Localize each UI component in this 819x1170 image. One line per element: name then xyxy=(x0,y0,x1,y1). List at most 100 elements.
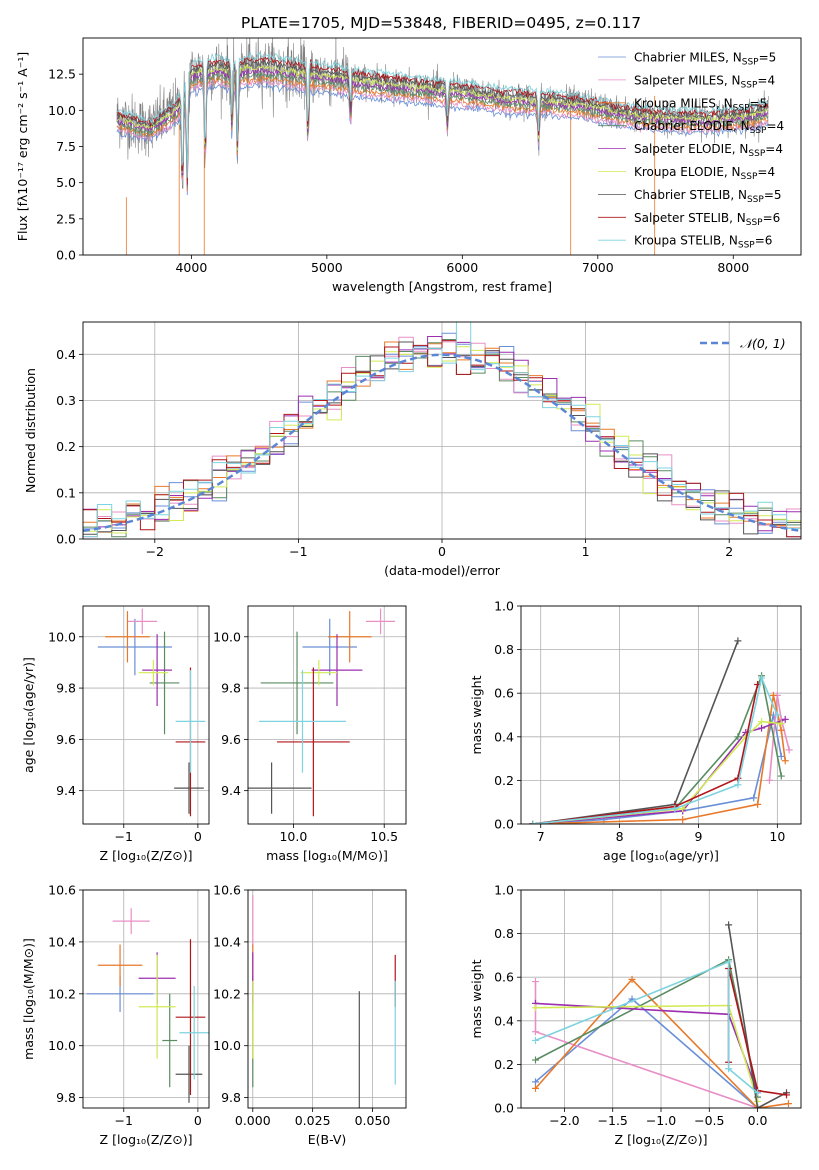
figure-title: PLATE=1705, MJD=53848, FIBERID=0495, z=0… xyxy=(241,14,641,32)
mass-weight-marker xyxy=(765,776,773,784)
legend-label-n: =4 xyxy=(757,165,775,179)
legend-label-text: Salpeter MILES, N xyxy=(634,73,741,87)
y-tick-label: 10.0 xyxy=(48,1038,76,1053)
legend-label-n: =6 xyxy=(763,211,781,225)
mass-weight-marker xyxy=(773,711,781,719)
y-tick-label: 0.1 xyxy=(56,485,76,500)
model-spectrum xyxy=(116,67,769,186)
legend-label-n: =5 xyxy=(759,51,777,65)
y-tick-label: 10.4 xyxy=(48,934,76,949)
y-axis-label: age [log₁₀(age/yr)] xyxy=(21,657,36,773)
legend-label-text: Chabrier ELODIE, N xyxy=(634,119,750,133)
mass-weight-marker xyxy=(784,1100,792,1108)
y-tick-label: 0.4 xyxy=(494,729,514,744)
y-tick-label: 9.4 xyxy=(56,783,76,798)
plot-area xyxy=(529,637,793,824)
model-spectrum xyxy=(116,50,769,178)
legend-label: Kroupa STELIB, NSSP=6 xyxy=(634,234,772,251)
legend-label: Kroupa ELODIE, NSSP=4 xyxy=(634,165,775,182)
mass-weight-marker xyxy=(734,637,742,645)
mass-weight-marker xyxy=(531,1036,539,1044)
x-tick-label: 5000 xyxy=(311,260,343,275)
gaussian-curve xyxy=(83,353,801,533)
y-tick-label: 0.0 xyxy=(494,817,514,832)
legend-label-text: Kroupa STELIB, N xyxy=(634,234,738,248)
x-tick-label: 8000 xyxy=(717,260,749,275)
y-tick-label: 1.0 xyxy=(494,883,514,898)
x-tick-label: 0.000 xyxy=(235,1113,271,1128)
x-axis-label: wavelength [Angstrom, rest frame] xyxy=(332,279,552,294)
mass-weight-marker xyxy=(531,1028,539,1036)
histogram-step xyxy=(83,322,801,538)
plot-area xyxy=(248,608,396,817)
mass-weight-series xyxy=(532,695,786,824)
mass-weight-marker xyxy=(777,772,785,780)
y-tick-label: 0.8 xyxy=(494,926,514,941)
mass-weight-marker xyxy=(725,1065,733,1073)
legend-label-n: =5 xyxy=(750,96,768,110)
legend-label: Salpeter STELIB, NSSP=6 xyxy=(634,211,780,228)
mass-weight-marker xyxy=(783,1091,791,1099)
mass-weight-marker xyxy=(531,1004,539,1012)
plot-area xyxy=(86,908,209,1103)
model-spectrum xyxy=(116,74,769,192)
legend-label: Salpeter ELODIE, NSSP=4 xyxy=(634,142,783,159)
x-tick-label: −1.5 xyxy=(598,1113,628,1128)
x-tick-label: 0 xyxy=(194,829,202,844)
legend-label-text: Kroupa MILES, N xyxy=(634,96,733,110)
y-axis-label: mass [log₁₀(M/M⊙)] xyxy=(21,938,36,1060)
legend-label: Salpeter MILES, NSSP=4 xyxy=(634,73,775,90)
x-tick-label: −0.5 xyxy=(694,1113,724,1128)
model-spectrum xyxy=(116,78,769,192)
axes-frame xyxy=(82,889,210,1109)
mass-weight-marker xyxy=(777,726,785,734)
x-axis-label: age [log₁₀(age/yr)] xyxy=(603,848,719,863)
mass-weight-marker xyxy=(750,794,758,802)
mass-weight-marker xyxy=(671,805,679,813)
spectrum-panel: 4000 5000 6000 7000 8000 0.0 2.5 5.0 7.5 10.0 12.5… xyxy=(15,37,802,294)
grid xyxy=(248,606,406,824)
x-tick-label: 0.025 xyxy=(295,1113,331,1128)
legend-label-text: Kroupa ELODIE, N xyxy=(634,165,741,179)
x-tick-label: −1 xyxy=(115,1113,133,1128)
x-axis-label: mass [log₁₀(M/M⊙)] xyxy=(266,848,388,863)
y-tick-label: 9.8 xyxy=(221,681,241,696)
mass-weight-marker xyxy=(531,1078,539,1086)
legend-label-n: =5 xyxy=(764,188,782,202)
x-axis-label: E(B-V) xyxy=(308,1132,347,1147)
x-tick-label: 0 xyxy=(194,1113,202,1128)
mass-weight-series xyxy=(727,924,787,1108)
mass-weight-marker xyxy=(769,691,777,699)
y-tick-label: 5.0 xyxy=(56,175,76,190)
legend-label: Chabrier MILES, NSSP=5 xyxy=(634,51,776,68)
age-vs-metallicity-panel: −1 0 9.4 9.6 9.8 10.0 Z [log₁₀(Z/Z⊙)] age [log₁… xyxy=(21,605,210,863)
y-tick-label: 0.2 xyxy=(56,439,76,454)
y-tick-label: 7.5 xyxy=(56,139,76,154)
x-tick-label: 10.0 xyxy=(279,829,307,844)
mass-weight-marker xyxy=(777,720,785,728)
x-tick-label: 2 xyxy=(725,544,733,559)
legend-label-sub: SSP xyxy=(746,218,763,228)
axes-frame xyxy=(520,605,802,825)
mass-weight-marker xyxy=(781,715,789,723)
y-tick-label: 10.0 xyxy=(213,629,241,644)
y-axis-label: Normed distribution xyxy=(23,368,38,493)
y-tick-label: 0.3 xyxy=(56,393,76,408)
y-tick-label: 10.6 xyxy=(213,883,241,898)
y-axis-label: mass weight xyxy=(469,959,484,1038)
y-tick-label: 10.0 xyxy=(48,629,76,644)
plot-area xyxy=(116,38,769,255)
y-tick-label: 0.4 xyxy=(494,1013,514,1028)
legend-label-n: =4 xyxy=(765,142,783,156)
mass-weight-marker xyxy=(531,978,539,986)
y-tick-label: 0.0 xyxy=(56,532,76,547)
x-tick-label: 6000 xyxy=(446,260,478,275)
y-axis-label: mass weight xyxy=(469,675,484,754)
mass-weight-marker xyxy=(781,757,789,765)
model-spectrum xyxy=(116,55,769,184)
mass-weight-marker xyxy=(734,781,742,789)
mass-weight-marker xyxy=(758,724,766,732)
y-tick-label: 9.4 xyxy=(221,783,241,798)
axes-frame xyxy=(82,321,802,540)
